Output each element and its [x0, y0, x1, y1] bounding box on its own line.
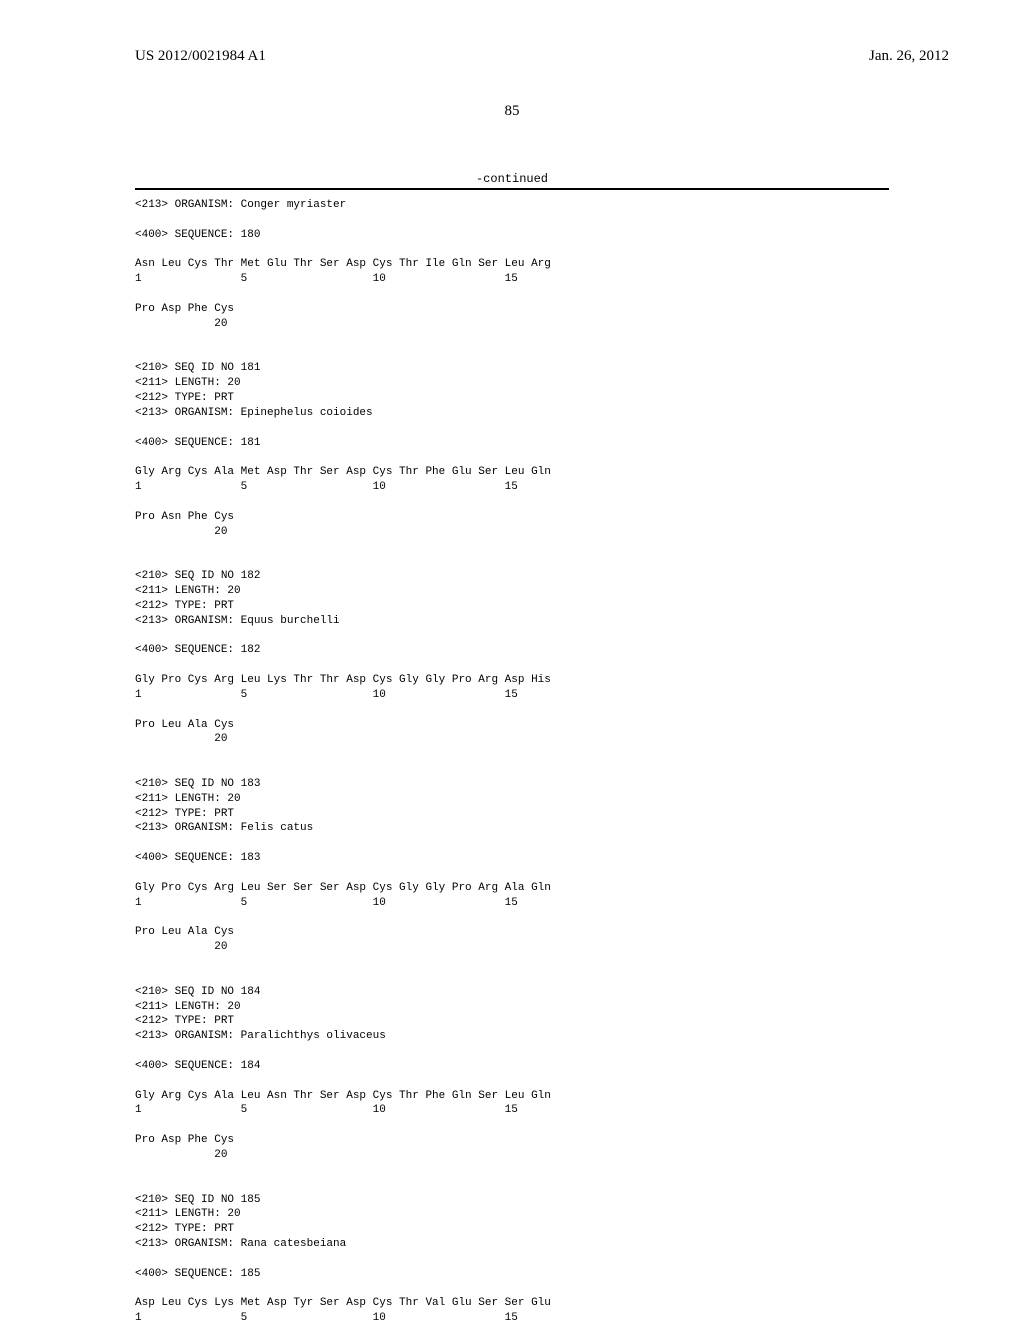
- content-area: -continued <213> ORGANISM: Conger myrias…: [0, 172, 1024, 1326]
- publication-number: US 2012/0021984 A1: [135, 48, 266, 65]
- page-number: 85: [0, 103, 1024, 120]
- publication-date: Jan. 26, 2012: [869, 48, 949, 65]
- continued-label: -continued: [135, 172, 889, 186]
- sequence-listing: <213> ORGANISM: Conger myriaster <400> S…: [135, 198, 889, 1326]
- horizontal-rule: [135, 188, 889, 190]
- page-header: US 2012/0021984 A1 Jan. 26, 2012: [0, 0, 1024, 65]
